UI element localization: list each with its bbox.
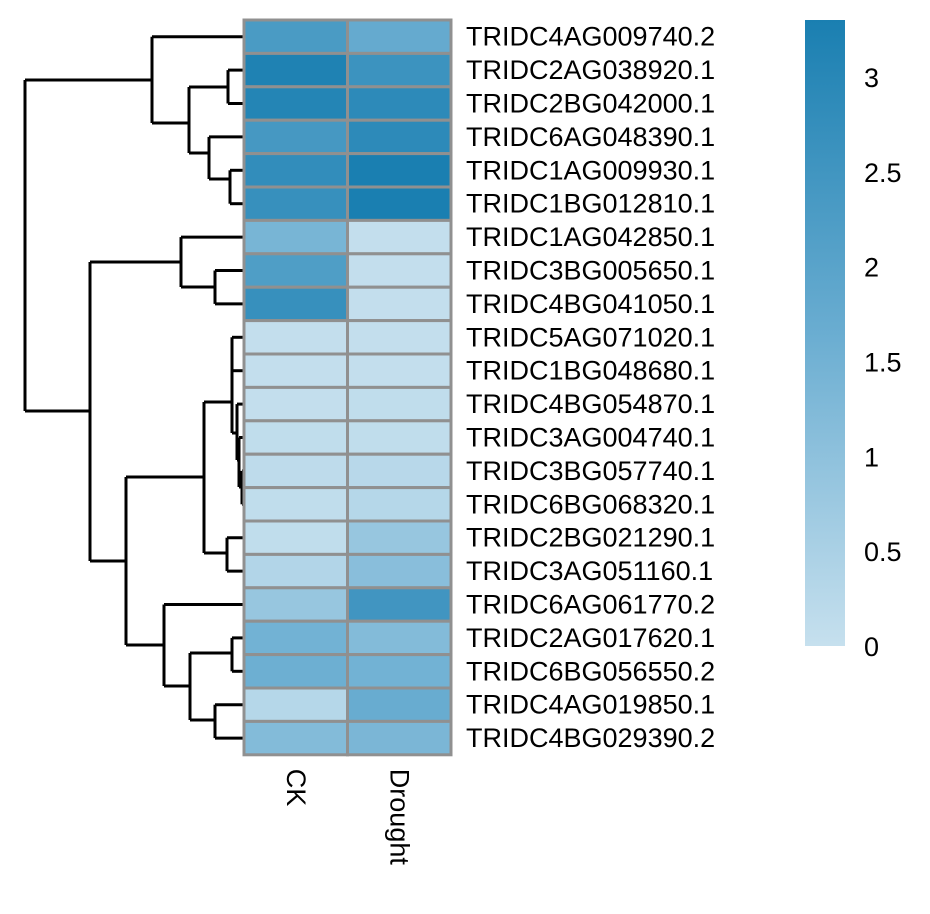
heatmap-cell-15-1 [346, 519, 453, 556]
row-label: TRIDC3AG004740.1 [466, 423, 715, 453]
row-label: TRIDC2AG017620.1 [466, 623, 715, 653]
heatmap-cell-2-0 [242, 85, 349, 122]
heatmap-cell-6-1 [346, 218, 453, 256]
heatmap-cell-17-1 [346, 586, 453, 623]
legend-tick-label: 1 [864, 442, 879, 472]
legend-tick-label: 1.5 [864, 347, 902, 377]
heatmap-cell-5-0 [242, 185, 349, 222]
heatmap-cell-5-1 [346, 185, 453, 222]
heatmap-cell-21-0 [242, 719, 349, 757]
heatmap-cell-20-1 [346, 686, 453, 723]
heatmap-cell-19-1 [346, 653, 453, 690]
heatmap-cell-15-0 [242, 519, 349, 556]
heatmap-cell-0-0 [242, 18, 349, 55]
heatmap-cell-1-1 [346, 51, 453, 89]
column-labels: CK Drought [281, 769, 415, 866]
row-label: TRIDC1AG042850.1 [466, 222, 715, 252]
heatmap-cell-16-1 [346, 552, 453, 590]
heatmap-cell-10-0 [242, 352, 349, 389]
legend-tick-label: 0.5 [864, 537, 902, 567]
legend-tick-label: 2 [864, 253, 879, 283]
row-label: TRIDC2BG021290.1 [466, 523, 715, 553]
heatmap-cell-19-0 [242, 653, 349, 690]
column-label: CK [281, 769, 311, 807]
heatmap-cell-21-1 [346, 719, 453, 757]
row-label: TRIDC1AG009930.1 [466, 155, 715, 185]
heatmap-cell-18-0 [242, 619, 349, 657]
legend-tick-label: 3 [864, 63, 879, 93]
heatmap-cell-16-0 [242, 552, 349, 590]
heatmap-cell-0-1 [346, 18, 453, 55]
heatmap-cell-17-0 [242, 586, 349, 623]
heatmap-cell-4-1 [346, 152, 453, 189]
heatmap-cell-9-1 [346, 319, 453, 356]
heatmap-cell-4-0 [242, 152, 349, 189]
row-label: TRIDC4BG029390.2 [466, 723, 715, 753]
row-dendrogram [23, 35, 244, 740]
row-label: TRIDC4AG009740.2 [466, 22, 715, 52]
heatmap-cell-9-0 [242, 319, 349, 356]
row-label: TRIDC2BG042000.1 [466, 89, 715, 119]
heatmap-cell-12-0 [242, 419, 349, 456]
legend-tick-label: 2.5 [864, 158, 902, 188]
heatmap-cell-11-0 [242, 385, 349, 423]
row-label: TRIDC6AG048390.1 [466, 122, 715, 152]
row-label: TRIDC4AG019850.1 [466, 690, 715, 720]
heatmap-cell-1-0 [242, 51, 349, 89]
column-label: Drought [384, 769, 414, 866]
row-label: TRIDC4BG041050.1 [466, 289, 715, 319]
color-legend: 0 0.5 1 1.5 2 2.5 3 [805, 20, 902, 662]
row-label: TRIDC3BG005650.1 [466, 256, 715, 286]
heatmap-cell-13-0 [242, 452, 349, 490]
heatmap-cell-6-0 [242, 218, 349, 256]
heatmap-cells [242, 18, 453, 757]
heatmap-cell-14-0 [242, 486, 349, 523]
heatmap-cell-3-0 [242, 118, 349, 156]
heatmap-cell-8-0 [242, 285, 349, 323]
legend-tick-label: 0 [864, 632, 879, 662]
row-label: TRIDC3AG051160.1 [466, 556, 713, 586]
heatmap-cell-3-1 [346, 118, 453, 156]
row-label: TRIDC6BG068320.1 [466, 489, 715, 519]
heatmap-cell-10-1 [346, 352, 453, 389]
row-label: TRIDC1BG012810.1 [466, 189, 715, 219]
legend-color-bar [805, 20, 845, 646]
heatmap-cell-8-1 [346, 285, 453, 323]
heatmap-cell-11-1 [346, 385, 453, 423]
heatmap-cell-14-1 [346, 486, 453, 523]
heatmap-cell-7-1 [346, 252, 453, 289]
row-label: TRIDC4BG054870.1 [466, 389, 715, 419]
row-label: TRIDC2AG038920.1 [466, 55, 715, 85]
row-label: TRIDC5AG071020.1 [466, 322, 715, 352]
row-label: TRIDC3BG057740.1 [466, 456, 715, 486]
heatmap-cell-2-1 [346, 85, 453, 122]
heatmap-cell-7-0 [242, 252, 349, 289]
heatmap-cell-20-0 [242, 686, 349, 723]
row-label: TRIDC1BG048680.1 [466, 356, 715, 386]
row-label: TRIDC6AG061770.2 [466, 590, 715, 620]
row-label: TRIDC6BG056550.2 [466, 656, 715, 686]
heatmap-cell-12-1 [346, 419, 453, 456]
heatmap-cell-13-1 [346, 452, 453, 490]
heatmap-cell-18-1 [346, 619, 453, 657]
